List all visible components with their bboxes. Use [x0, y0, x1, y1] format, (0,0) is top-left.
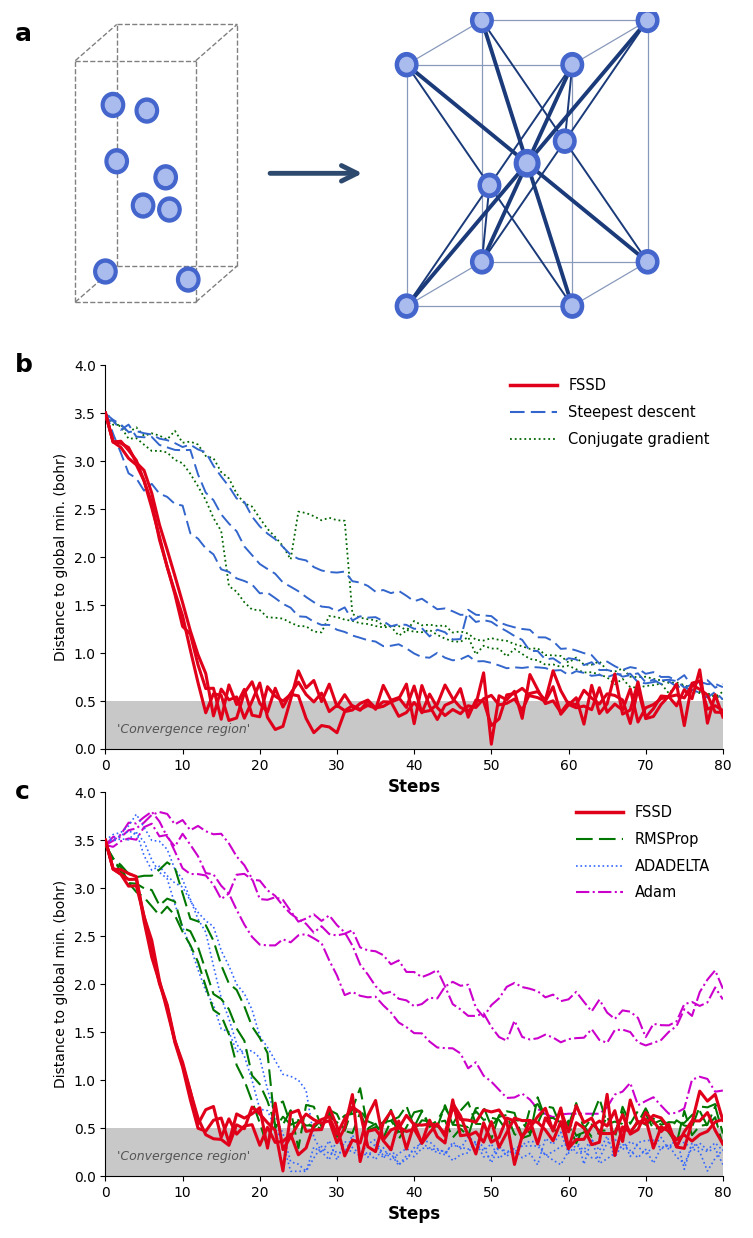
- Circle shape: [154, 165, 178, 189]
- Circle shape: [483, 178, 496, 193]
- Circle shape: [93, 259, 117, 284]
- Circle shape: [105, 97, 120, 113]
- Bar: [105, 1128, 723, 1176]
- Circle shape: [553, 129, 576, 154]
- Text: 'Convergence region': 'Convergence region': [117, 723, 250, 737]
- Bar: [105, 701, 723, 749]
- Circle shape: [162, 202, 177, 218]
- Circle shape: [514, 150, 540, 177]
- Circle shape: [400, 57, 413, 72]
- Circle shape: [561, 52, 584, 77]
- Circle shape: [98, 264, 113, 280]
- Circle shape: [105, 149, 128, 173]
- Circle shape: [636, 9, 659, 32]
- Circle shape: [135, 98, 158, 123]
- Circle shape: [558, 134, 572, 149]
- Circle shape: [520, 155, 535, 172]
- Text: 'Convergence region': 'Convergence region': [117, 1150, 250, 1164]
- Y-axis label: Distance to global min. (bohr): Distance to global min. (bohr): [54, 453, 68, 661]
- Circle shape: [566, 57, 579, 72]
- Text: c: c: [15, 780, 30, 803]
- Circle shape: [641, 14, 654, 27]
- Circle shape: [636, 250, 659, 274]
- X-axis label: Steps: Steps: [388, 1206, 441, 1223]
- Circle shape: [176, 267, 200, 292]
- X-axis label: Steps: Steps: [388, 779, 441, 796]
- Circle shape: [400, 298, 413, 313]
- Circle shape: [131, 193, 155, 218]
- Circle shape: [157, 197, 181, 222]
- Circle shape: [181, 271, 196, 287]
- Circle shape: [109, 154, 124, 170]
- Circle shape: [475, 255, 489, 269]
- Circle shape: [139, 103, 154, 119]
- Circle shape: [475, 14, 489, 27]
- Circle shape: [471, 9, 493, 32]
- Y-axis label: Distance to global min. (bohr): Distance to global min. (bohr): [54, 880, 68, 1088]
- Legend: FSSD, Steepest descent, Conjugate gradient: FSSD, Steepest descent, Conjugate gradie…: [504, 373, 715, 453]
- Circle shape: [478, 173, 501, 197]
- Circle shape: [471, 250, 493, 274]
- Circle shape: [158, 170, 173, 186]
- Legend: FSSD, RMSProp, ADADELTA, Adam: FSSD, RMSProp, ADADELTA, Adam: [570, 800, 715, 906]
- Circle shape: [101, 93, 124, 118]
- Circle shape: [641, 255, 654, 269]
- Text: b: b: [15, 353, 33, 376]
- Circle shape: [566, 298, 579, 313]
- Circle shape: [395, 293, 418, 318]
- Circle shape: [561, 293, 584, 318]
- Circle shape: [136, 197, 151, 214]
- Circle shape: [395, 52, 418, 77]
- Text: a: a: [15, 22, 32, 46]
